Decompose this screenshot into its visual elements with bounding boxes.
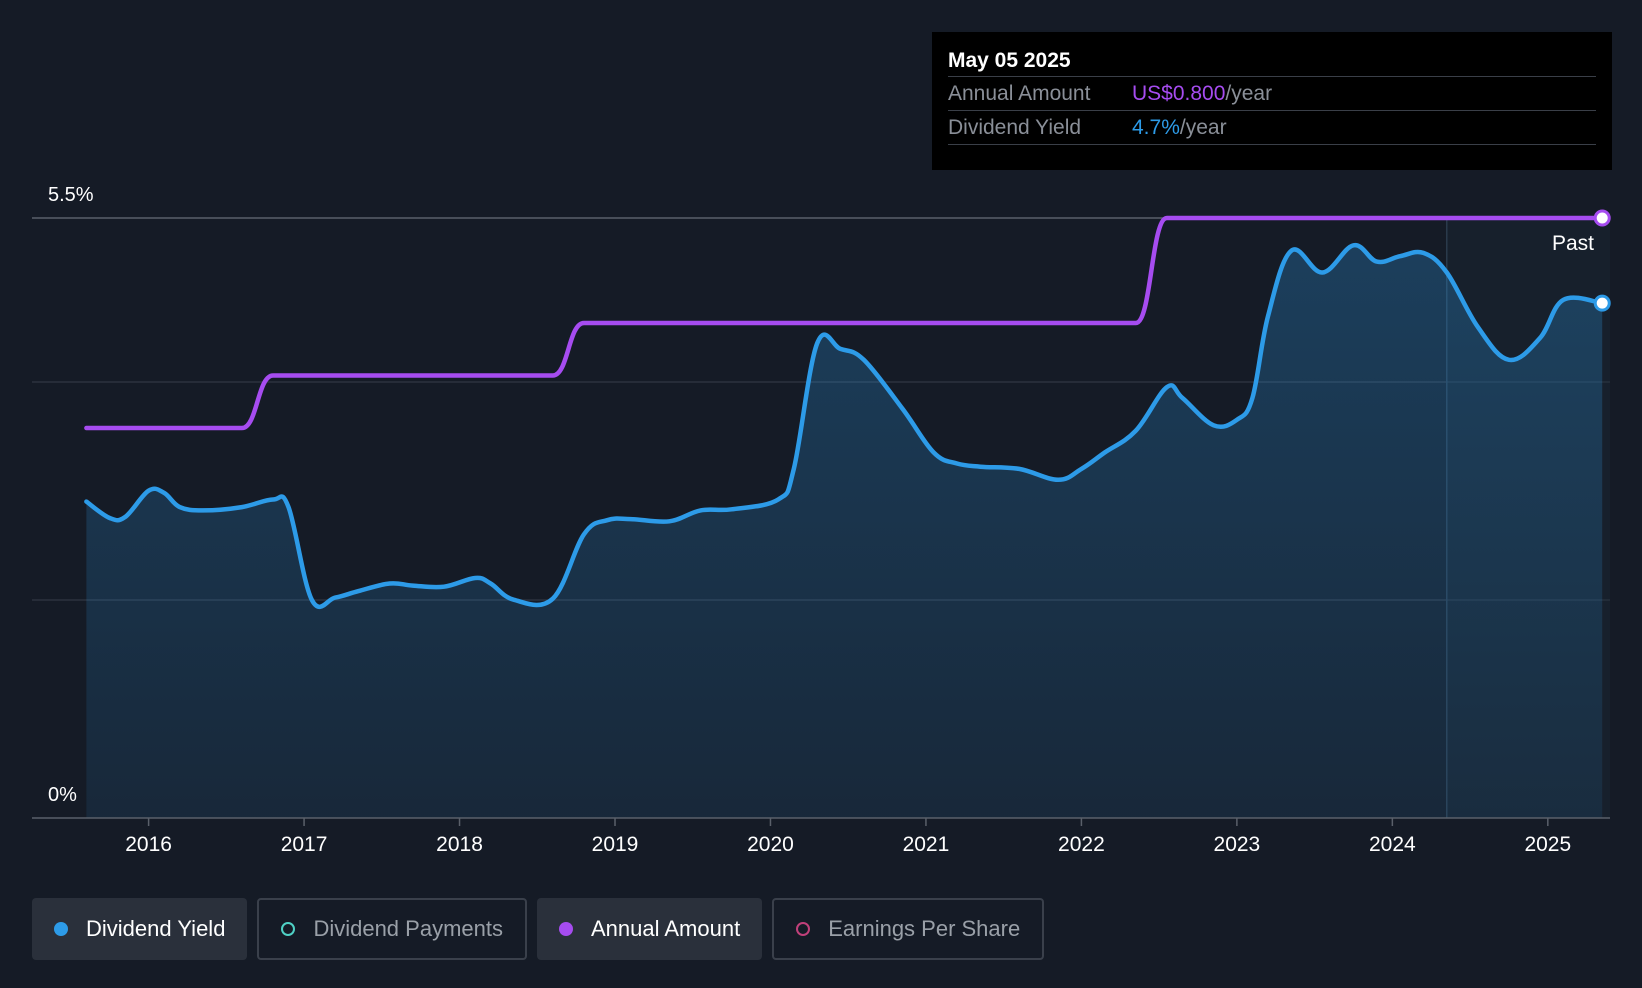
dividend-yield-line <box>84 243 1605 609</box>
tooltip-dividend-yield-unit: /year <box>1179 116 1227 139</box>
dividend-yield-end-point <box>1593 294 1611 312</box>
yield-area-fill <box>86 245 1603 819</box>
legend-dividend-payments[interactable]: Dividend Payments <box>257 898 527 960</box>
legend-dividend-yield[interactable]: Dividend Yield <box>32 898 248 960</box>
x-tick-label: 2018 <box>436 833 483 856</box>
x-tick-label: 2020 <box>747 833 794 856</box>
annual-amount-line <box>84 215 1605 431</box>
tooltip-annual-amount-row: Annual Amount US$0.800 /year <box>948 77 1596 111</box>
legend-dot-icon <box>281 922 296 936</box>
legend-dot-icon <box>796 922 811 936</box>
x-tick-label: 2023 <box>1214 833 1261 856</box>
x-tick-label: 2022 <box>1058 833 1105 856</box>
legend-annual-amount[interactable]: Annual Amount <box>536 898 763 960</box>
tooltip-date: May 05 2025 <box>948 46 1596 77</box>
tooltip-annual-amount-value: US$0.800 <box>1132 82 1226 105</box>
past-label: Past <box>1552 232 1594 255</box>
data-tooltip: May 05 2025 Annual Amount US$0.800 /year… <box>932 32 1612 170</box>
tooltip-annual-amount-unit: /year <box>1225 82 1273 105</box>
chart-legend: Dividend Yield Dividend Payments Annual … <box>32 898 1045 960</box>
annual-amount-end-point <box>1593 209 1611 227</box>
x-tick-label: 2024 <box>1369 833 1416 856</box>
legend-label: Annual Amount <box>590 916 741 941</box>
x-tick-label: 2017 <box>281 833 328 856</box>
x-axis: 2016 2017 2018 2019 2020 2021 2022 2023 2024 2025 <box>32 817 1610 856</box>
x-tick-label: 2021 <box>903 833 950 856</box>
tooltip-dividend-yield-label: Dividend Yield <box>948 116 1082 139</box>
tooltip-dividend-yield-value: 4.7% <box>1132 116 1180 139</box>
series-lines <box>84 209 1611 609</box>
legend-dot-icon <box>558 922 573 936</box>
y-tick-label-bottom: 0% <box>48 784 77 806</box>
legend-label: Dividend Payments <box>313 916 503 941</box>
x-tick-label: 2016 <box>125 833 172 856</box>
tooltip-annual-amount-label: Annual Amount <box>948 82 1091 105</box>
legend-earnings-per-share[interactable]: Earnings Per Share <box>772 898 1045 960</box>
yield-area <box>86 245 1603 819</box>
x-tick-label: 2019 <box>592 833 639 856</box>
x-tick-label: 2025 <box>1524 833 1571 856</box>
legend-label: Dividend Yield <box>86 916 226 941</box>
tooltip-dividend-yield-row: Dividend Yield 4.7% /year <box>948 111 1596 145</box>
legend-dot-icon <box>54 922 68 936</box>
y-tick-label-top: 5.5% <box>48 184 94 206</box>
legend-label: Earnings Per Share <box>828 916 1021 941</box>
